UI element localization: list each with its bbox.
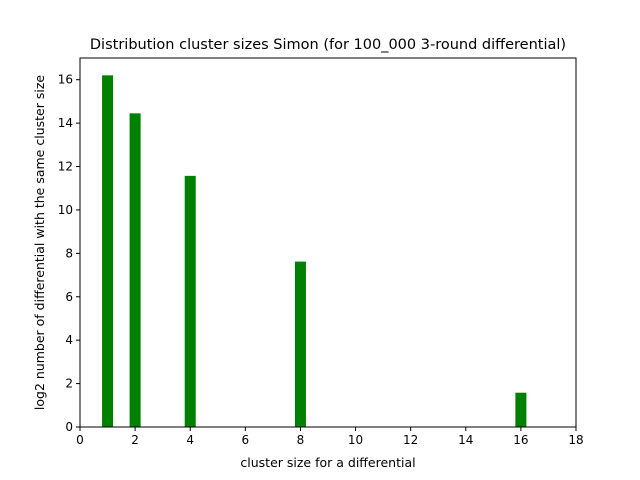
y-tick-label: 0 — [65, 420, 73, 434]
x-tick-label: 18 — [568, 433, 583, 447]
y-tick-label: 6 — [65, 290, 73, 304]
x-tick-label: 0 — [76, 433, 84, 447]
bar-4 — [184, 175, 196, 427]
x-tick-label: 12 — [403, 433, 418, 447]
y-axis-ticks: 0 2 4 6 8 10 12 14 16 — [58, 73, 80, 434]
x-tick-label: 14 — [458, 433, 473, 447]
bar-1 — [102, 75, 114, 427]
x-tick-label: 16 — [513, 433, 528, 447]
bar-8 — [294, 261, 306, 427]
plot-frame — [79, 57, 577, 428]
y-tick-label: 16 — [58, 73, 73, 87]
x-axis-label: cluster size for a differential — [240, 455, 415, 470]
y-tick-label: 14 — [58, 116, 73, 130]
y-tick-label: 12 — [58, 160, 73, 174]
x-tick-label: 6 — [242, 433, 250, 447]
y-tick-label: 2 — [65, 377, 73, 391]
x-tick-label: 10 — [348, 433, 363, 447]
x-tick-label: 4 — [186, 433, 194, 447]
y-tick-label: 8 — [65, 246, 73, 260]
bar-2 — [129, 113, 141, 427]
bar-16 — [515, 392, 527, 427]
y-tick-label: 10 — [58, 203, 73, 217]
x-tick-label: 8 — [297, 433, 305, 447]
y-tick-label: 4 — [65, 333, 73, 347]
x-axis-ticks: 0 2 4 6 8 10 12 14 16 18 — [76, 427, 584, 447]
x-tick-label: 2 — [131, 433, 139, 447]
y-axis-label: log2 number of differential with the sam… — [32, 75, 47, 410]
chart-title: Distribution cluster sizes Simon (for 10… — [90, 37, 566, 53]
bars-group — [102, 75, 527, 427]
